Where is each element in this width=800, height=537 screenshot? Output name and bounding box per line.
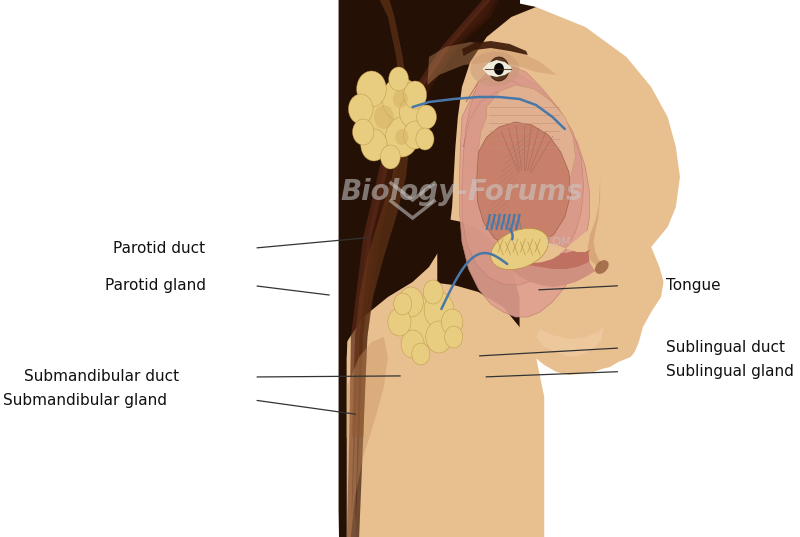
- Circle shape: [398, 287, 423, 317]
- Circle shape: [361, 129, 387, 161]
- Polygon shape: [346, 282, 544, 537]
- Polygon shape: [346, 0, 490, 537]
- Circle shape: [394, 293, 412, 315]
- Polygon shape: [459, 72, 590, 317]
- Circle shape: [494, 63, 504, 75]
- Polygon shape: [338, 0, 519, 537]
- Text: Parotid gland: Parotid gland: [105, 278, 206, 293]
- Polygon shape: [346, 0, 680, 537]
- Polygon shape: [482, 60, 511, 77]
- Circle shape: [357, 71, 386, 107]
- Circle shape: [349, 94, 373, 124]
- Circle shape: [400, 297, 442, 347]
- Circle shape: [395, 129, 409, 145]
- Circle shape: [442, 309, 462, 335]
- Text: Biology-Forums: Biology-Forums: [341, 178, 583, 206]
- Polygon shape: [346, 337, 388, 537]
- Circle shape: [403, 81, 426, 109]
- Circle shape: [423, 280, 443, 304]
- Polygon shape: [511, 259, 598, 287]
- Polygon shape: [588, 177, 602, 265]
- Ellipse shape: [490, 228, 549, 270]
- Circle shape: [489, 57, 509, 81]
- Circle shape: [445, 326, 462, 348]
- Text: Parotid duct: Parotid duct: [114, 241, 206, 256]
- Ellipse shape: [595, 260, 609, 274]
- Polygon shape: [355, 0, 499, 537]
- Circle shape: [424, 292, 454, 328]
- Circle shape: [412, 343, 430, 365]
- Circle shape: [388, 308, 411, 336]
- Circle shape: [426, 321, 452, 353]
- Circle shape: [381, 145, 400, 169]
- Circle shape: [386, 117, 418, 157]
- Polygon shape: [589, 167, 636, 275]
- FancyArrowPatch shape: [510, 229, 513, 240]
- Circle shape: [393, 90, 408, 108]
- Polygon shape: [427, 42, 557, 85]
- Polygon shape: [510, 225, 602, 263]
- Polygon shape: [462, 142, 511, 172]
- Polygon shape: [536, 327, 603, 357]
- Text: Submandibular gland: Submandibular gland: [3, 393, 167, 408]
- Text: Submandibular duct: Submandibular duct: [24, 369, 179, 384]
- Polygon shape: [352, 0, 410, 437]
- Polygon shape: [476, 85, 575, 205]
- Circle shape: [401, 330, 424, 358]
- Circle shape: [403, 121, 426, 149]
- Polygon shape: [511, 229, 602, 280]
- Ellipse shape: [470, 52, 519, 86]
- Circle shape: [416, 128, 434, 150]
- Polygon shape: [477, 122, 570, 249]
- Polygon shape: [462, 65, 584, 285]
- Circle shape: [374, 105, 394, 129]
- Text: .COM: .COM: [542, 237, 571, 247]
- Circle shape: [353, 119, 374, 145]
- Circle shape: [389, 67, 409, 91]
- Polygon shape: [351, 0, 495, 537]
- Circle shape: [361, 89, 407, 145]
- Circle shape: [417, 105, 437, 129]
- Polygon shape: [338, 0, 536, 537]
- Circle shape: [382, 77, 418, 121]
- Text: Tongue: Tongue: [666, 278, 721, 293]
- Circle shape: [399, 96, 426, 128]
- Polygon shape: [462, 41, 528, 56]
- Text: Sublingual duct: Sublingual duct: [666, 340, 786, 355]
- Text: Sublingual gland: Sublingual gland: [666, 364, 794, 379]
